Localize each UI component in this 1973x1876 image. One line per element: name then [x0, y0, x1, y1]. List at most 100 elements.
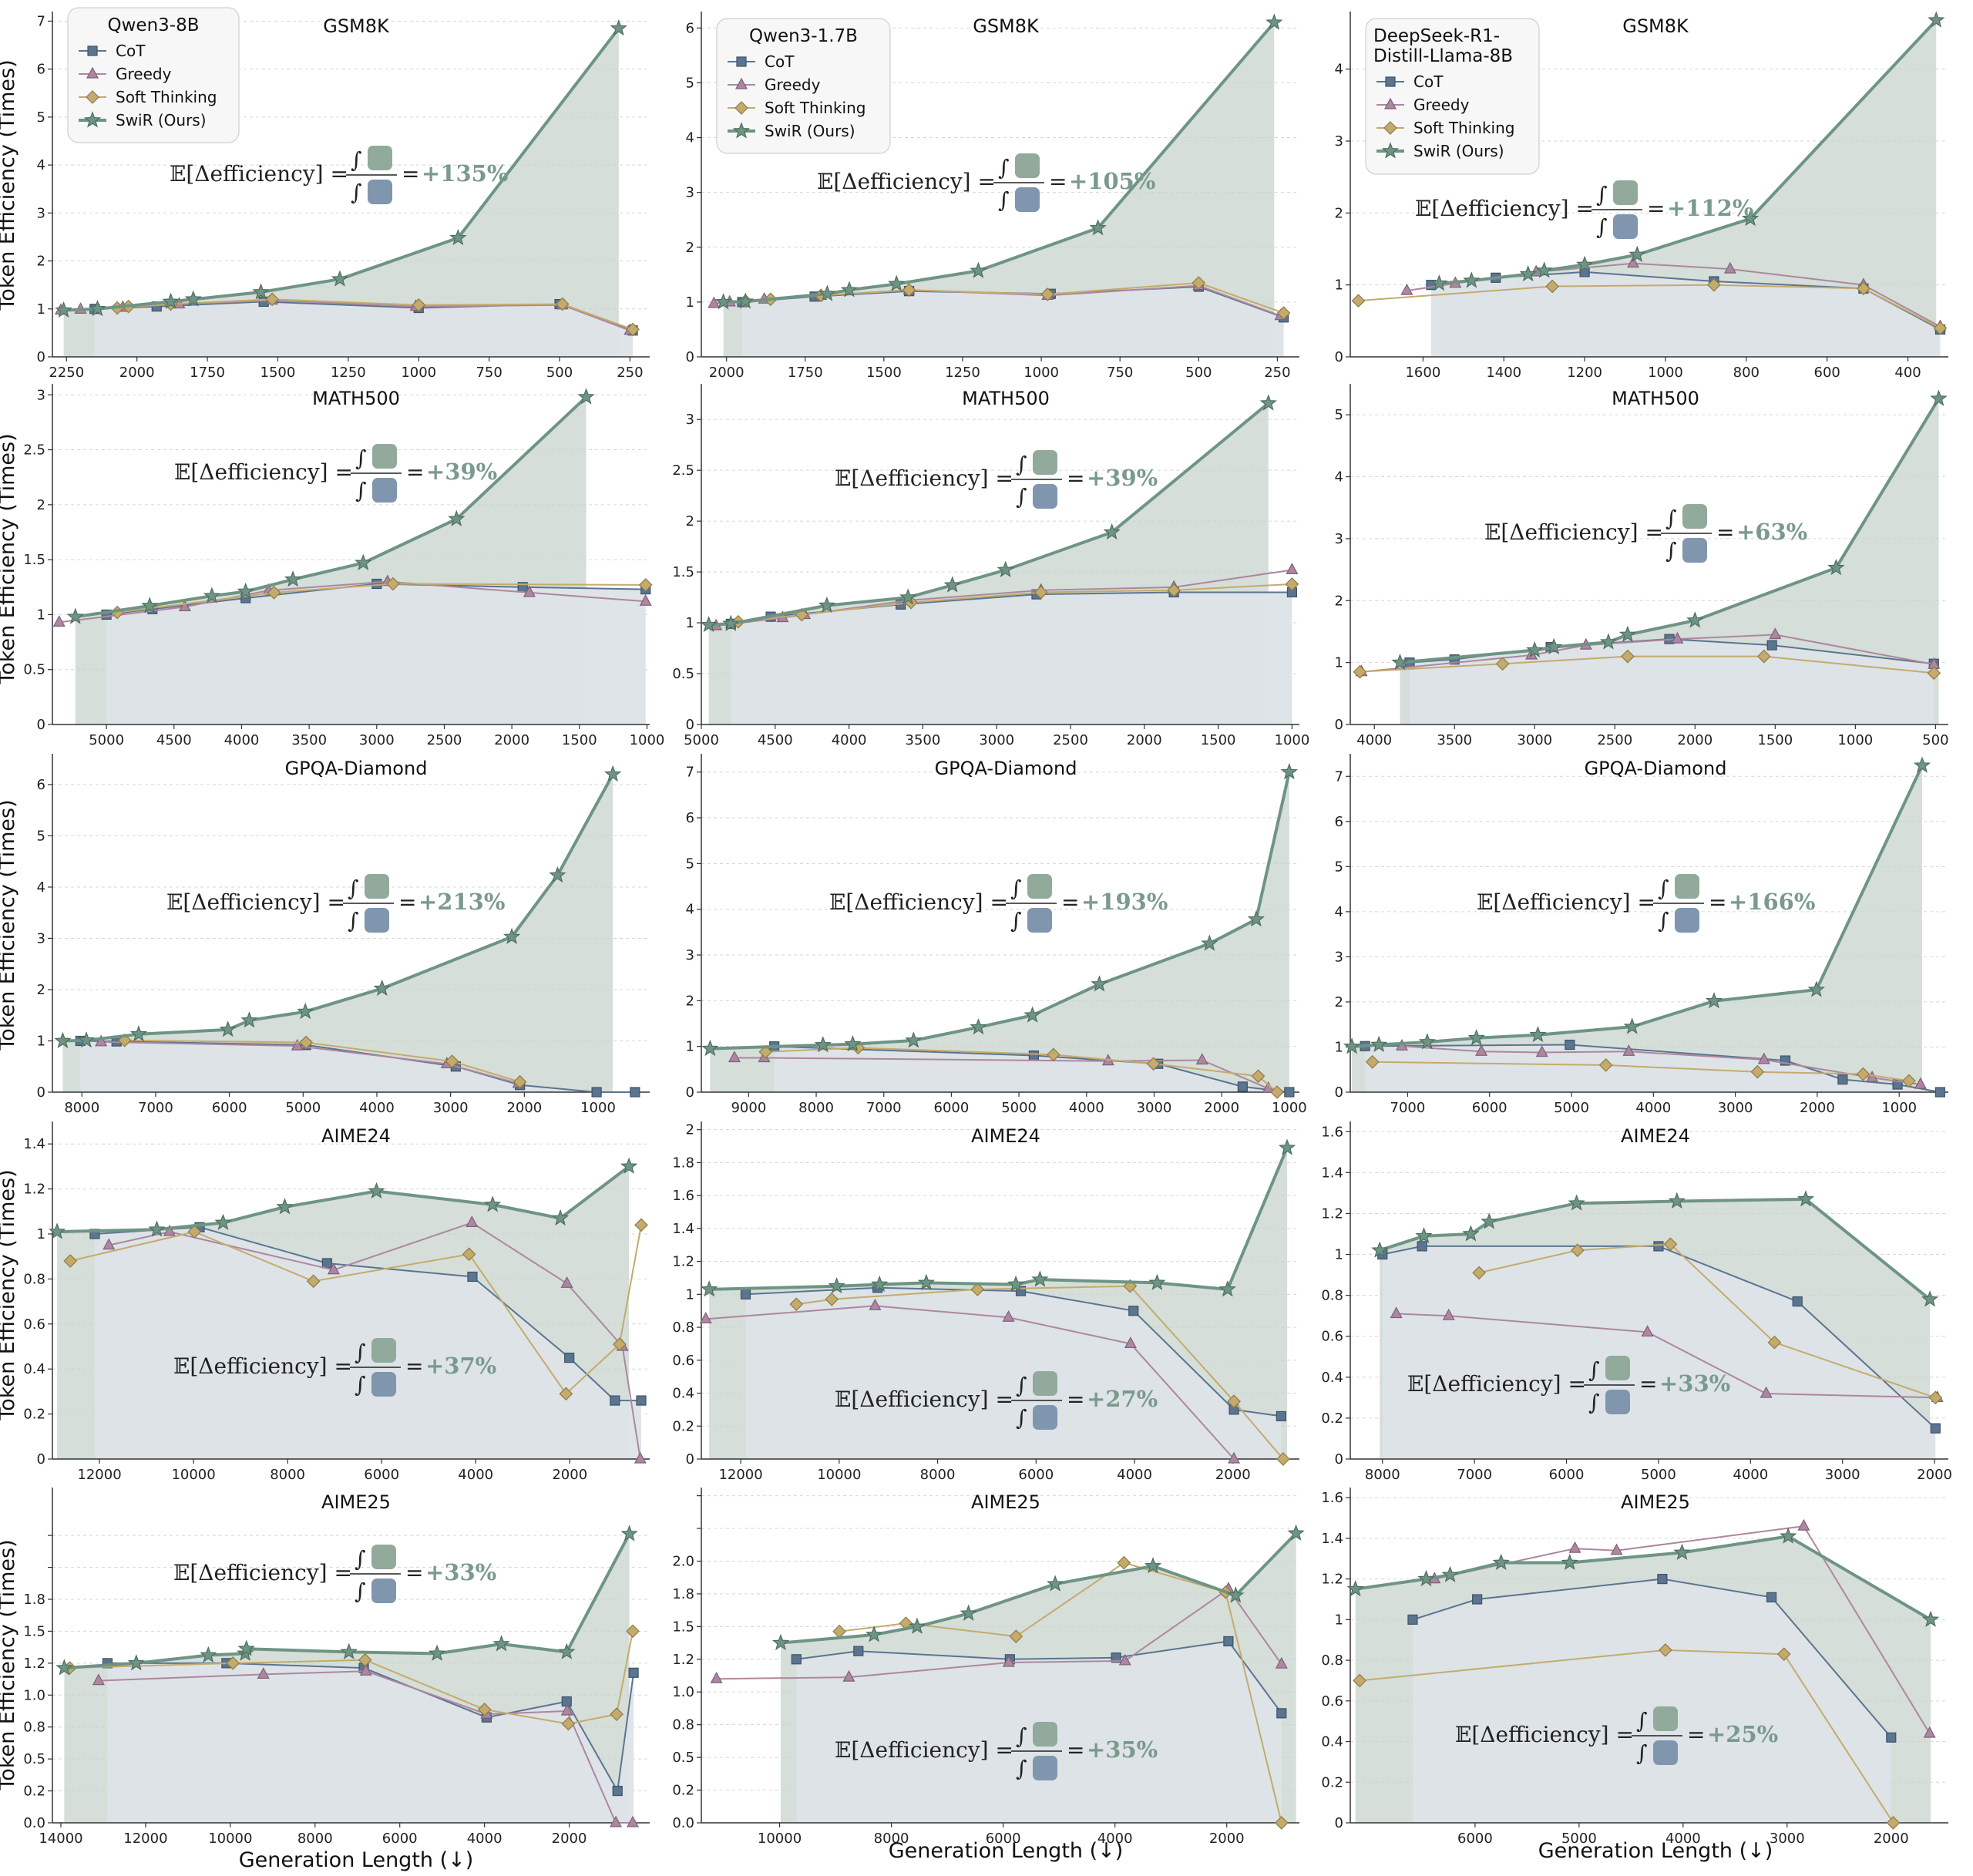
y-tick-label: 0	[37, 1084, 45, 1101]
soft-point	[1776, 1647, 1791, 1662]
efficiency-gain: +39%	[1087, 465, 1158, 491]
efficiency-gain: +39%	[426, 459, 497, 485]
swir-line	[708, 402, 1270, 627]
y-tick-label: 3	[37, 930, 45, 946]
swir-area	[62, 774, 613, 1092]
y-tick-label: 1	[686, 294, 694, 311]
swir-point	[908, 1617, 926, 1634]
efficiency-formula: 𝔼[Δefficiency] =∫ ∫ = +112%	[1415, 180, 1753, 240]
swir-point	[1686, 611, 1704, 628]
x-tick-label: 3000	[979, 732, 1014, 748]
formula-eq: =	[1639, 1371, 1657, 1397]
series-soft	[758, 1041, 1284, 1099]
x-axis-label-col-3: Generation Length (↓)	[1538, 1839, 1773, 1863]
swir-point	[1218, 1280, 1236, 1297]
soft-point	[1009, 1629, 1023, 1643]
cot-point	[628, 1667, 639, 1678]
soft-point	[1750, 1064, 1765, 1079]
soft-point	[1767, 1335, 1782, 1350]
swir-point	[48, 1222, 66, 1239]
efficiency-formula: 𝔼[Δefficiency] =∫ ∫ = +166%	[1477, 874, 1815, 933]
legend-label-swir: SwiR (Ours)	[765, 122, 855, 140]
swir-point	[818, 596, 836, 614]
y-tick-label: 1	[1335, 1039, 1343, 1055]
y-tick-label: 5	[1335, 407, 1343, 423]
greedy-point	[52, 615, 66, 627]
soft-point	[758, 1044, 773, 1059]
cot-area-swatch	[371, 1372, 396, 1397]
cot-point	[1766, 640, 1777, 651]
swir-area	[1352, 765, 1922, 1092]
cot-point	[1472, 1594, 1483, 1605]
swir-point	[184, 290, 202, 307]
x-tick-label: 4000	[1117, 1467, 1152, 1483]
soft-point	[513, 1074, 527, 1089]
x-tick-label: 1500	[562, 732, 597, 748]
series-greedy	[699, 1299, 1241, 1464]
formula-eq: =	[1709, 889, 1726, 915]
integral-icon: ∫	[1658, 908, 1669, 933]
x-tick-label: 7000	[138, 1100, 173, 1116]
legend-box	[67, 7, 240, 143]
y-tick-label: 1.8	[23, 1592, 45, 1608]
swir-point	[219, 1020, 237, 1037]
legend-box	[716, 18, 891, 154]
y-tick-label: 5	[686, 75, 694, 91]
y-tick-label: 0	[1335, 1084, 1343, 1101]
panel-title: MATH500	[1612, 388, 1699, 409]
x-tick-label: 4000	[224, 732, 260, 748]
x-tick-label: 4000	[1097, 1831, 1133, 1847]
soft-point	[1857, 281, 1870, 296]
cot-point	[1276, 1708, 1287, 1719]
x-tick-label: 800	[1733, 365, 1760, 381]
x-tick-label: 3500	[906, 732, 941, 748]
cot-point	[1653, 1241, 1664, 1252]
x-tick-label: 500	[546, 365, 573, 381]
soft-point	[1659, 1643, 1672, 1657]
y-tick-label: 5	[686, 856, 694, 872]
y-tick-label: 5	[1335, 859, 1343, 875]
soft-point	[1927, 666, 1941, 681]
y-tick-label: 2	[686, 1122, 694, 1138]
swir-point	[771, 1633, 790, 1651]
soft-point	[386, 577, 400, 591]
swir-point	[1463, 271, 1481, 288]
y-tick-label: 0.2	[1321, 1410, 1343, 1427]
x-tick-label: 4000	[832, 732, 867, 748]
swir-point	[610, 19, 627, 36]
y-tick-label: 1.8	[672, 1586, 694, 1602]
x-tick-label: 6000	[1472, 1100, 1507, 1116]
y-tick-label: 0	[1335, 1815, 1343, 1831]
panel-title: GSM8K	[323, 15, 390, 37]
x-tick-label: 2000	[506, 1100, 542, 1116]
formula-lhs: 𝔼[Δefficiency] =	[1484, 519, 1663, 545]
y-tick-label: 1.2	[672, 1254, 694, 1270]
swir-point	[603, 765, 622, 782]
swir-point	[1599, 633, 1618, 650]
legend-label-greedy: Greedy	[765, 76, 821, 94]
formula-eq: =	[398, 889, 416, 915]
y-tick-label: 2	[37, 982, 45, 998]
efficiency-gain: +112%	[1667, 195, 1753, 221]
greedy-point	[1923, 1726, 1936, 1738]
soft-point	[1034, 585, 1048, 600]
x-tick-label: 1500	[866, 365, 902, 381]
x-tick-label: 1000	[1023, 365, 1059, 381]
formula-eq: =	[405, 1560, 423, 1585]
y-tick-label: 6	[37, 777, 45, 793]
formula-lhs: 𝔼[Δefficiency] =	[166, 889, 345, 915]
soft-line	[1360, 1649, 1894, 1824]
x-tick-label: 4000	[1635, 1100, 1671, 1116]
integral-icon: ∫	[998, 187, 1010, 213]
x-tick-label: 3000	[1718, 1100, 1753, 1116]
x-tick-label: 250	[1264, 365, 1290, 381]
soft-point	[1886, 1816, 1901, 1830]
series-soft	[110, 577, 653, 620]
x-tick-label: 3000	[433, 1100, 469, 1116]
swir-point	[620, 1525, 638, 1541]
x-tick-label: 6000	[382, 1831, 418, 1847]
greedy-point	[1002, 1310, 1015, 1322]
cot-point	[1837, 1074, 1848, 1085]
cot-area	[94, 1227, 642, 1459]
